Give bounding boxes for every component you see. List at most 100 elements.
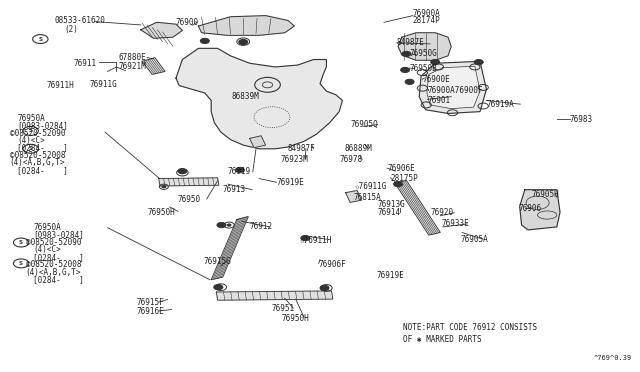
Text: 76900A: 76900A <box>413 9 440 17</box>
Text: OF ✱ MARKED PARTS: OF ✱ MARKED PARTS <box>403 335 482 344</box>
Text: S: S <box>38 36 42 42</box>
Circle shape <box>402 51 411 57</box>
Text: ©08520-52008: ©08520-52008 <box>10 151 65 160</box>
Circle shape <box>405 79 414 84</box>
Text: 76919: 76919 <box>228 167 251 176</box>
Text: ©08520-52090: ©08520-52090 <box>10 129 65 138</box>
Text: ✩76911G: ✩76911G <box>355 182 388 191</box>
Text: 76905H: 76905H <box>531 190 559 199</box>
Text: 76919A: 76919A <box>486 100 514 109</box>
Circle shape <box>239 39 248 45</box>
Text: 76950H: 76950H <box>282 314 309 323</box>
Text: 76913: 76913 <box>223 185 246 194</box>
Text: [0284-    ]: [0284- ] <box>33 275 84 284</box>
Text: 76950G: 76950G <box>410 49 437 58</box>
Circle shape <box>320 285 329 291</box>
Polygon shape <box>198 16 294 35</box>
Text: 76933E: 76933E <box>442 219 469 228</box>
Text: ©08520-52008: ©08520-52008 <box>26 260 81 269</box>
Text: 76919E: 76919E <box>376 271 404 280</box>
Circle shape <box>243 41 247 43</box>
Circle shape <box>236 167 244 173</box>
Polygon shape <box>395 180 440 235</box>
Text: 76921M: 76921M <box>118 62 146 71</box>
Polygon shape <box>419 61 486 113</box>
Text: NOTE:PART CODE 76912 CONSISTS: NOTE:PART CODE 76912 CONSISTS <box>403 323 538 332</box>
Text: 76911G: 76911G <box>90 80 117 89</box>
Circle shape <box>431 60 440 65</box>
Polygon shape <box>346 190 362 202</box>
Text: (4)<C>: (4)<C> <box>17 136 45 145</box>
Text: 76914: 76914 <box>378 208 401 217</box>
Circle shape <box>162 186 166 188</box>
Text: 76905A: 76905A <box>461 235 488 244</box>
Text: 67880E: 67880E <box>118 53 146 62</box>
Text: (4)<A,B,G,T>: (4)<A,B,G,T> <box>10 158 65 167</box>
Text: 76915F: 76915F <box>137 298 164 307</box>
Text: (4)<A,B,G,T>: (4)<A,B,G,T> <box>26 268 81 277</box>
Text: ^769^0.39: ^769^0.39 <box>594 355 632 361</box>
Text: [0983-0284]: [0983-0284] <box>17 121 68 130</box>
Text: 76950A: 76950A <box>17 114 45 123</box>
Polygon shape <box>427 66 480 109</box>
Text: 76815A: 76815A <box>353 193 381 202</box>
Text: 76900A76900F: 76900A76900F <box>428 86 483 94</box>
Text: 76950: 76950 <box>178 195 201 203</box>
Text: 76905Q: 76905Q <box>351 120 378 129</box>
Text: 76906F: 76906F <box>319 260 346 269</box>
Text: 76906E: 76906E <box>387 164 415 173</box>
Text: 86889M: 86889M <box>344 144 372 153</box>
Circle shape <box>401 67 410 73</box>
Circle shape <box>301 235 310 241</box>
Text: 76923M: 76923M <box>280 155 308 164</box>
Circle shape <box>227 224 231 226</box>
Text: 76950A: 76950A <box>33 223 61 232</box>
Text: 76906: 76906 <box>518 204 541 213</box>
Text: 76983: 76983 <box>570 115 593 124</box>
Text: S: S <box>19 240 23 245</box>
Text: 08533-61620: 08533-61620 <box>54 16 105 25</box>
Polygon shape <box>520 190 560 230</box>
Text: 28174P: 28174P <box>413 16 440 25</box>
Text: [0284-    ]: [0284- ] <box>17 166 68 175</box>
Polygon shape <box>176 48 342 149</box>
Text: [0284-    ]: [0284- ] <box>33 253 84 262</box>
Text: S: S <box>19 261 23 266</box>
Circle shape <box>180 171 184 174</box>
Text: 76912: 76912 <box>250 222 273 231</box>
Text: 76900: 76900 <box>176 18 199 27</box>
Text: 86839M: 86839M <box>232 92 259 101</box>
Polygon shape <box>142 58 165 74</box>
Text: ✩76911H: ✩76911H <box>300 235 332 244</box>
Circle shape <box>178 169 187 174</box>
Text: 76920: 76920 <box>430 208 453 217</box>
Polygon shape <box>398 33 451 60</box>
Text: 76950B: 76950B <box>410 64 437 73</box>
Text: 76951: 76951 <box>271 304 294 313</box>
Circle shape <box>214 285 223 290</box>
Text: [0983-0284]: [0983-0284] <box>33 231 84 240</box>
Text: 28175P: 28175P <box>390 174 418 183</box>
Text: 76919E: 76919E <box>276 178 304 187</box>
Text: 76913G: 76913G <box>378 200 405 209</box>
Text: 76900E: 76900E <box>422 76 450 84</box>
Text: S: S <box>29 146 33 151</box>
Text: 76911: 76911 <box>74 59 97 68</box>
Text: 76915G: 76915G <box>204 257 231 266</box>
Text: [0284-    ]: [0284- ] <box>17 144 68 153</box>
Circle shape <box>324 287 328 289</box>
Text: 76911H: 76911H <box>46 81 74 90</box>
Text: 76950H: 76950H <box>147 208 175 217</box>
Text: (4)<C>: (4)<C> <box>33 246 61 254</box>
Circle shape <box>219 286 223 288</box>
Polygon shape <box>250 136 266 148</box>
Text: 76901: 76901 <box>428 96 451 105</box>
Circle shape <box>394 182 403 187</box>
Circle shape <box>474 60 483 65</box>
Text: S: S <box>29 128 33 134</box>
Circle shape <box>200 38 209 44</box>
Polygon shape <box>211 217 248 280</box>
Text: ©08520-52090: ©08520-52090 <box>26 238 81 247</box>
Polygon shape <box>159 178 219 186</box>
Circle shape <box>217 222 226 228</box>
